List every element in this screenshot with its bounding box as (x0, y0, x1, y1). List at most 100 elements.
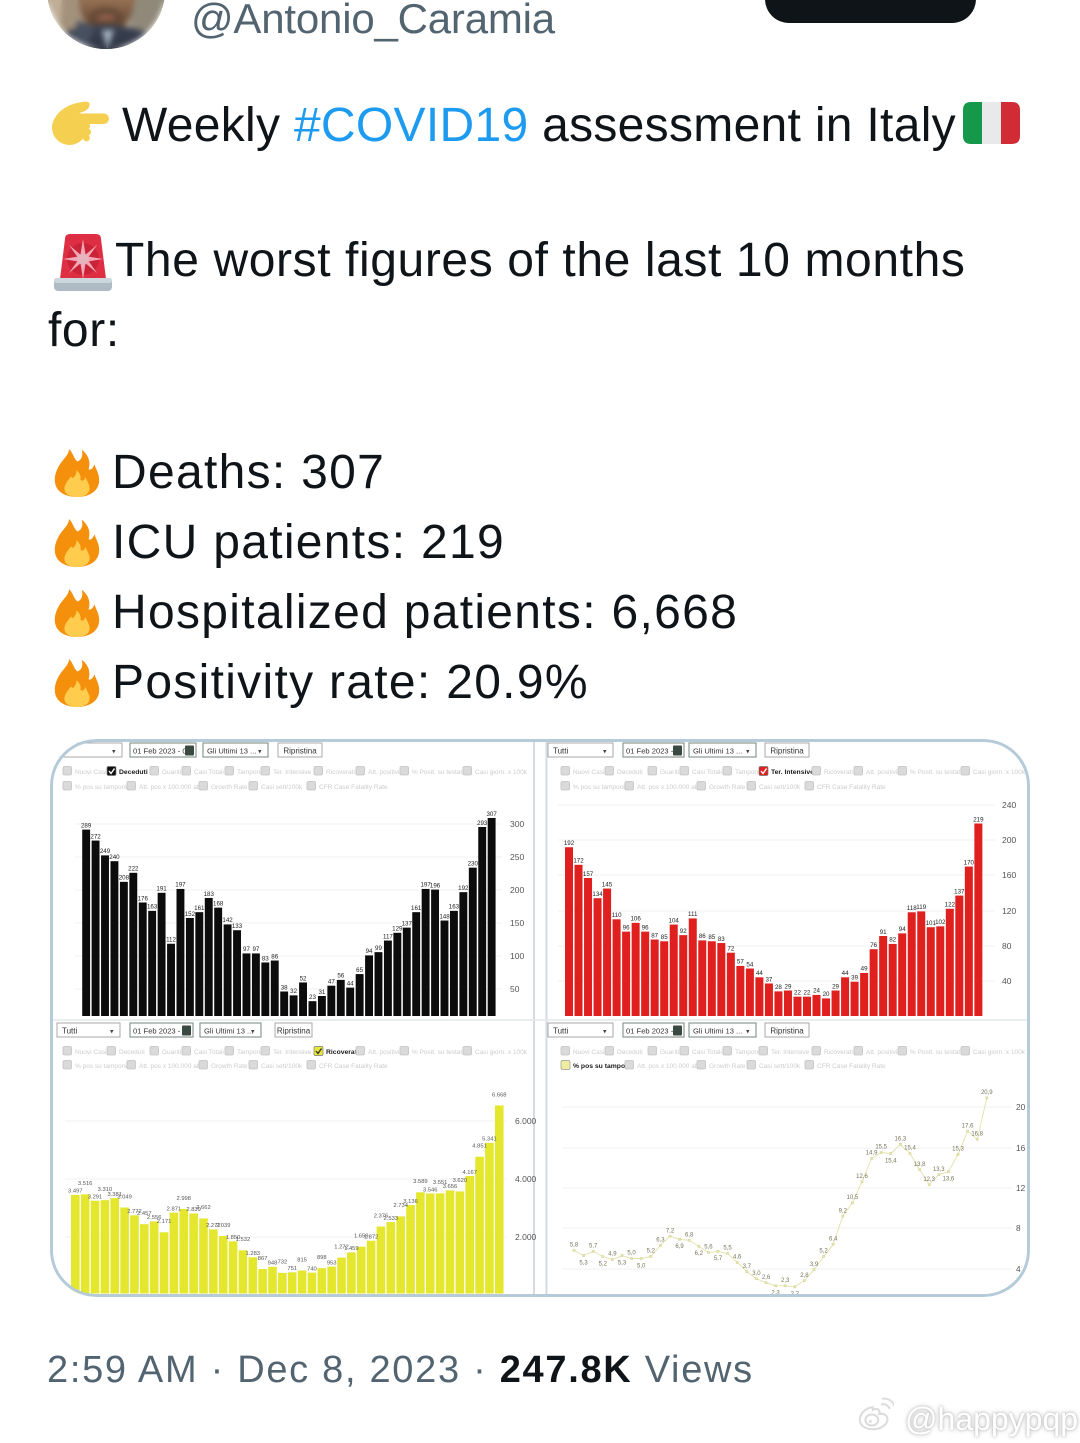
svg-text:5,3: 5,3 (618, 1260, 627, 1266)
svg-text:5,3: 5,3 (579, 1260, 588, 1266)
svg-text:Ter. Intensive: Ter. Intensive (771, 1049, 810, 1056)
svg-text:3.656: 3.656 (443, 1184, 458, 1190)
svg-text:% pos su tamponi: % pos su tamponi (75, 784, 127, 791)
svg-text:137: 137 (402, 920, 413, 927)
svg-text:293: 293 (477, 820, 488, 827)
svg-text:Att. positivi: Att. positivi (866, 1049, 897, 1056)
svg-text:Casi giorn. x 100k: Casi giorn. x 100k (475, 769, 528, 776)
svg-text:192: 192 (458, 885, 469, 892)
svg-text:47: 47 (328, 978, 335, 985)
svg-text:▾: ▾ (746, 749, 750, 756)
svg-text:2.998: 2.998 (177, 1196, 192, 1202)
svg-text:732: 732 (278, 1260, 288, 1266)
svg-text:Ter. Intensive: Ter. Intensive (273, 1049, 312, 1056)
svg-text:56: 56 (337, 973, 344, 980)
svg-text:197: 197 (175, 882, 186, 889)
svg-text:100: 100 (510, 951, 524, 961)
svg-text:161: 161 (411, 905, 422, 912)
svg-text:3,9: 3,9 (810, 1262, 819, 1268)
svg-text:104: 104 (669, 917, 680, 924)
svg-text:15,5: 15,5 (875, 1145, 887, 1151)
svg-text:120: 120 (1002, 906, 1016, 916)
svg-text:2.171: 2.171 (157, 1219, 172, 1225)
svg-text:15,4: 15,4 (885, 1158, 897, 1164)
svg-text:Casi sett/100k: Casi sett/100k (261, 1063, 303, 1070)
svg-text:Ricoverati: Ricoverati (326, 1049, 359, 1056)
svg-text:200: 200 (1002, 835, 1016, 845)
svg-text:5,5: 5,5 (723, 1246, 732, 1252)
svg-text:196: 196 (430, 882, 441, 889)
svg-text:% Posit. su testati: % Posit. su testati (412, 769, 464, 776)
svg-text:129: 129 (392, 926, 403, 933)
svg-text:Casi Totali: Casi Totali (194, 769, 224, 776)
svg-text:240: 240 (1002, 800, 1016, 810)
svg-text:948: 948 (268, 1261, 278, 1267)
svg-text:5,2: 5,2 (599, 1261, 608, 1267)
svg-text:133: 133 (232, 923, 243, 930)
svg-text:163: 163 (449, 904, 460, 911)
svg-text:Att. pos x 100.000 ab.: Att. pos x 100.000 ab. (139, 784, 202, 791)
svg-text:Ricoverati: Ricoverati (824, 769, 853, 776)
svg-text:2,3: 2,3 (771, 1291, 780, 1297)
svg-text:117: 117 (383, 933, 393, 940)
svg-text:Ricoverati: Ricoverati (326, 769, 355, 776)
svg-text:3.546: 3.546 (423, 1187, 438, 1193)
svg-text:20: 20 (823, 991, 830, 998)
svg-text:157: 157 (583, 871, 594, 878)
svg-text:87: 87 (651, 932, 658, 939)
svg-text:96: 96 (623, 924, 630, 931)
svg-text:% Posit. su testati: % Posit. su testati (910, 1049, 962, 1056)
svg-text:91: 91 (880, 929, 887, 936)
svg-text:6.668: 6.668 (492, 1092, 507, 1098)
svg-text:111: 111 (688, 911, 698, 918)
svg-text:20: 20 (1016, 1102, 1026, 1112)
svg-text:2,6: 2,6 (762, 1275, 771, 1281)
svg-text:Nuovi Casi: Nuovi Casi (75, 769, 106, 776)
svg-text:82: 82 (889, 937, 896, 944)
svg-text:Guariti: Guariti (660, 769, 679, 776)
svg-text:Nuovi Casi: Nuovi Casi (75, 1049, 106, 1056)
svg-text:29: 29 (785, 983, 792, 990)
svg-text:16,8: 16,8 (971, 1132, 983, 1138)
svg-text:Casi giorn. x 100k: Casi giorn. x 100k (973, 1049, 1026, 1056)
svg-text:Tamponi: Tamponi (735, 1049, 760, 1056)
svg-text:249: 249 (100, 848, 111, 855)
svg-text:57: 57 (737, 959, 744, 966)
svg-text:250: 250 (510, 852, 524, 862)
svg-text:200: 200 (510, 885, 524, 895)
svg-text:112: 112 (166, 937, 176, 944)
svg-text:14,9: 14,9 (866, 1151, 878, 1157)
svg-text:Tutti: Tutti (553, 1027, 568, 1036)
svg-text:5,0: 5,0 (627, 1251, 636, 1257)
svg-text:92: 92 (680, 928, 687, 935)
svg-text:20,9: 20,9 (981, 1090, 993, 1096)
svg-text:2.457: 2.457 (137, 1211, 152, 1217)
svg-text:Ripristina: Ripristina (770, 1027, 804, 1036)
svg-text:122: 122 (945, 902, 956, 909)
svg-text:101: 101 (926, 920, 937, 927)
svg-text:4.167: 4.167 (462, 1170, 477, 1176)
svg-text:96: 96 (642, 924, 649, 931)
svg-text:13,8: 13,8 (914, 1162, 926, 1168)
svg-text:▾: ▾ (603, 749, 607, 756)
svg-text:2.772: 2.772 (127, 1209, 142, 1215)
svg-text:Guariti: Guariti (162, 1049, 181, 1056)
svg-text:191: 191 (156, 886, 167, 893)
svg-text:10,5: 10,5 (847, 1195, 859, 1201)
svg-text:Ripristina: Ripristina (770, 747, 804, 756)
svg-text:Casi sett/100k: Casi sett/100k (759, 784, 801, 791)
svg-text:5,6: 5,6 (704, 1245, 713, 1251)
svg-text:6,4: 6,4 (829, 1237, 838, 1243)
svg-text:5,2: 5,2 (819, 1249, 828, 1255)
svg-text:2.039: 2.039 (216, 1223, 231, 1229)
svg-text:3.516: 3.516 (78, 1181, 93, 1187)
svg-text:Deceduti: Deceduti (119, 1049, 145, 1056)
svg-text:240: 240 (109, 854, 120, 861)
svg-text:9,2: 9,2 (839, 1208, 848, 1214)
svg-text:39: 39 (851, 975, 858, 982)
svg-text:Gli Ultimi 13 ...: Gli Ultimi 13 ... (204, 1027, 253, 1036)
svg-text:44: 44 (756, 970, 763, 977)
svg-text:3.620: 3.620 (453, 1178, 468, 1184)
svg-text:118: 118 (907, 905, 917, 912)
svg-text:168: 168 (213, 900, 224, 907)
